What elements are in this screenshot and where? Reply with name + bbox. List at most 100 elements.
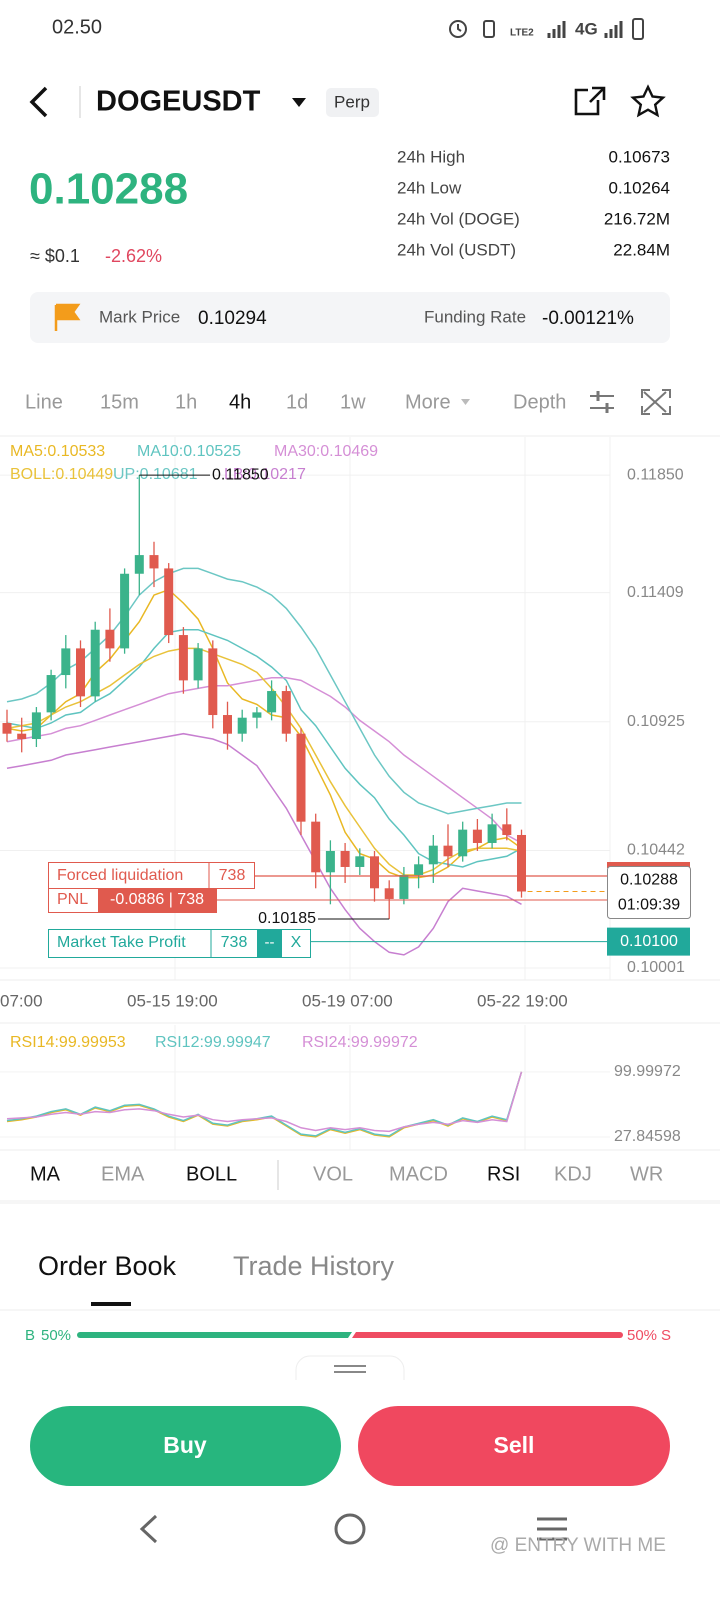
candle-body	[164, 568, 174, 636]
share-button[interactable]	[574, 86, 606, 116]
buy-button[interactable]	[30, 1406, 341, 1486]
legend-entry: BOLL:0.10449	[10, 466, 113, 483]
candle-body	[472, 829, 482, 843]
candle-body	[223, 715, 232, 734]
liquidation-tag	[607, 862, 690, 868]
interval-tab[interactable]: 1d	[286, 391, 308, 413]
symbol[interactable]: DOGEUSDT	[96, 86, 261, 118]
interval-tab[interactable]: 4h	[229, 391, 251, 413]
nav-home[interactable]	[334, 1513, 366, 1545]
stat-value: 0.10264	[609, 178, 670, 197]
network-label: 4G	[575, 19, 598, 38]
indicator-tab[interactable]: MACD	[389, 1163, 448, 1185]
sell-letter: S	[661, 1327, 671, 1344]
indicator-tab[interactable]: KDJ	[554, 1163, 592, 1185]
tab-trade-history[interactable]: Trade History	[233, 1251, 395, 1281]
y-tick-label: 0.10925	[627, 713, 685, 730]
tp-edit[interactable]: --	[265, 934, 275, 951]
high-label: 0.11850	[212, 466, 269, 483]
tp-qty: 738	[221, 934, 248, 951]
indicator-tab[interactable]: RSI	[487, 1163, 520, 1185]
tab-order-book[interactable]: Order Book	[38, 1251, 177, 1281]
more-caret	[461, 399, 470, 405]
stat-label: 24h High	[397, 147, 465, 166]
candle-body	[178, 635, 188, 681]
liquidation-qty: 738	[219, 867, 246, 884]
candle-body	[384, 888, 394, 899]
mark-value: 0.10294	[198, 308, 267, 329]
rsi-line	[6, 1071, 523, 1137]
candle-body	[487, 824, 497, 843]
tp-tag	[607, 927, 690, 956]
badge: Perp	[334, 92, 370, 111]
drag-handle[interactable]	[295, 1355, 405, 1380]
indicator-tab[interactable]: EMA	[101, 1163, 145, 1185]
nav-back[interactable]	[139, 1514, 158, 1544]
candle-body	[399, 874, 409, 899]
indicator-tab[interactable]: VOL	[313, 1163, 353, 1185]
interval-tab[interactable]: 1h	[175, 391, 197, 413]
symbol-dropdown[interactable]	[292, 98, 306, 107]
interval-tab[interactable]: More	[405, 391, 451, 413]
badge-bg	[326, 88, 379, 117]
candle-body	[105, 629, 115, 649]
indicator-tab[interactable]: WR	[630, 1163, 663, 1185]
buy-label[interactable]: Buy	[163, 1432, 207, 1458]
pnl-fill	[98, 889, 216, 912]
pnl-value: -0.0886 | 738	[110, 891, 204, 908]
buy-pct: 50%	[41, 1327, 71, 1344]
candle-body	[31, 712, 41, 740]
sell-label[interactable]: Sell	[494, 1432, 535, 1458]
price-tag-value: 0.10288	[620, 872, 678, 889]
candle-body	[414, 864, 424, 875]
sell-button[interactable]	[358, 1406, 670, 1486]
mark-bar	[30, 292, 670, 343]
tp-close[interactable]: X	[291, 934, 302, 951]
candle-body	[237, 717, 247, 734]
change: -2.62%	[105, 246, 162, 266]
candle-body	[428, 845, 438, 865]
candle-body	[120, 573, 130, 649]
lte-label: LTE2	[510, 28, 534, 39]
interval-tab[interactable]: Depth	[513, 391, 566, 413]
y-tick-label: 99.99972	[614, 1063, 681, 1080]
liquidation-box[interactable]	[48, 862, 255, 889]
legend-entry: MA30:0.10469	[274, 443, 378, 460]
interval-tab[interactable]: 15m	[100, 391, 139, 413]
watermark: @ ENTRY WITH ME	[490, 1535, 666, 1556]
interval-tab[interactable]: 1w	[340, 391, 366, 413]
settings-icon[interactable]	[590, 391, 614, 413]
indicator-tab[interactable]: BOLL	[186, 1163, 237, 1185]
stat-value: 22.84M	[613, 240, 670, 259]
tp-label: Market Take Profit	[57, 934, 186, 951]
sell-bar	[352, 1332, 623, 1338]
rsi-line	[6, 1071, 523, 1138]
candle-body	[517, 834, 526, 892]
legend-entry: RSI14:99.99953	[10, 1034, 126, 1051]
tp-edit-bg[interactable]	[257, 930, 282, 958]
candle-body	[61, 648, 71, 676]
favorite-button[interactable]	[630, 84, 666, 118]
nav-recent[interactable]	[537, 1517, 567, 1541]
interval-tab[interactable]: Line	[25, 391, 63, 413]
plot: 0.11850 0.11409 0.10925 0.10442 0.10001 07:00…	[0, 443, 685, 1145]
fullscreen-icon[interactable]	[641, 389, 671, 415]
legend-entry: LB:0.10217	[224, 466, 306, 483]
candle-body	[311, 821, 321, 873]
candle-body	[193, 648, 203, 681]
flag-icon	[54, 303, 81, 331]
candle-body	[296, 733, 306, 822]
x-tick-label: 05-15 19:00	[127, 991, 218, 1010]
candle-body	[252, 712, 262, 718]
take-profit: Market Take Profit 738 -- X 0.10100	[48, 927, 690, 958]
candle-body	[325, 850, 335, 873]
back-button[interactable]	[29, 86, 48, 118]
interval-tabs: Line 15m 1h 4h 1d 1w More Depth	[25, 391, 566, 413]
candle-body	[134, 555, 144, 574]
y-tick-label: 27.84598	[614, 1128, 681, 1145]
x-tick-label: 07:00	[0, 991, 43, 1010]
indicator-tab[interactable]: MA	[30, 1163, 61, 1185]
candle-body	[208, 648, 218, 716]
status-icons	[449, 18, 644, 40]
